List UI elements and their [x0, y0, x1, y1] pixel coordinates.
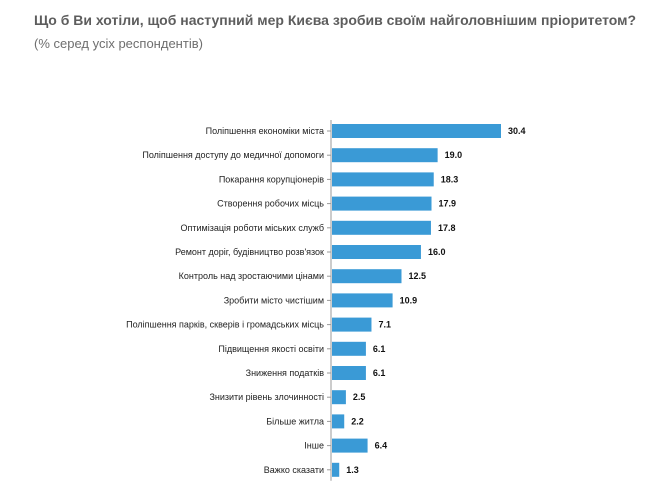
value-label: 6.4 — [375, 441, 388, 451]
bar — [332, 462, 340, 477]
category-label: Більше житла — [266, 416, 324, 426]
value-label: 2.2 — [351, 416, 364, 426]
bar — [332, 269, 402, 284]
value-label: 2.5 — [353, 392, 366, 402]
bar — [332, 366, 366, 380]
value-label: 17.9 — [439, 199, 457, 209]
category-label: Створення робочих місць — [217, 199, 324, 209]
category-label: Підвищення якості освіти — [218, 344, 324, 354]
value-label: 12.5 — [408, 271, 426, 281]
bar — [332, 220, 431, 235]
value-label: 6.1 — [373, 344, 386, 354]
category-label: Контроль над зростаючими цінами — [179, 271, 324, 281]
bar — [332, 390, 346, 405]
bar — [332, 172, 434, 187]
category-label: Оптимізація роботи міських служб — [181, 223, 324, 233]
bar — [332, 293, 393, 308]
value-label: 16.0 — [428, 247, 446, 257]
value-label: 17.8 — [438, 223, 456, 233]
value-label: 18.3 — [441, 174, 459, 184]
category-label: Ремонт доріг, будівництво розв'язок — [175, 247, 324, 257]
chart-title: Що б Ви хотіли, щоб наступний мер Києва … — [34, 12, 637, 28]
category-label: Зниження податків — [246, 368, 325, 378]
value-label: 1.3 — [346, 465, 359, 475]
value-label: 10.9 — [400, 295, 418, 305]
bar — [332, 148, 438, 163]
bar — [332, 317, 372, 332]
bar — [332, 341, 366, 356]
category-label: Поліпшення парків, скверів і громадських… — [126, 320, 324, 330]
bar — [332, 124, 501, 138]
value-label: 30.4 — [508, 126, 526, 136]
category-label: Покарання корупціонерів — [219, 174, 324, 184]
category-label: Інше — [304, 441, 324, 451]
value-label: 6.1 — [373, 368, 386, 378]
category-label: Важко сказати — [264, 465, 324, 475]
bar — [332, 245, 421, 259]
bar — [332, 414, 345, 429]
value-label: 19.0 — [445, 150, 463, 160]
chart-subtitle: (% серед усіх респондентів) — [34, 36, 203, 51]
category-label: Знизити рівень злочинності — [209, 392, 324, 402]
category-label: Поліпшення доступу до медичної допомоги — [142, 150, 324, 160]
value-label: 7.1 — [378, 320, 391, 330]
category-label: Зробити місто чистішим — [224, 295, 324, 305]
bar — [332, 438, 368, 453]
bar — [332, 196, 432, 211]
category-label: Поліпшення економіки міста — [206, 126, 324, 136]
